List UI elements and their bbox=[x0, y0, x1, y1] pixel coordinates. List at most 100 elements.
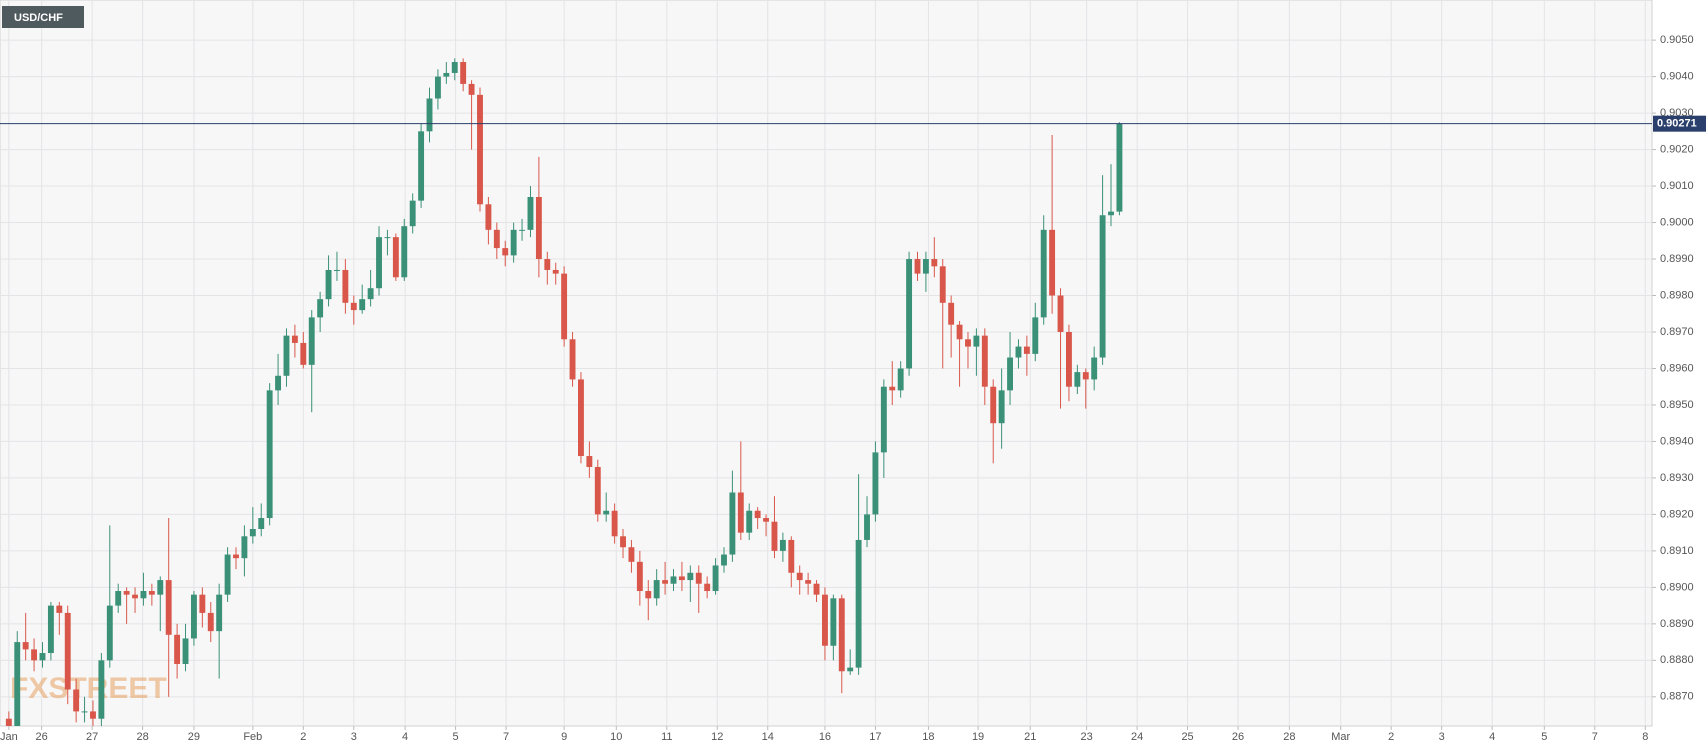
candle-body bbox=[493, 229, 500, 249]
candle-body bbox=[586, 456, 593, 467]
y-tick-label: 0.8930 bbox=[1660, 472, 1694, 484]
candle-body bbox=[561, 273, 568, 340]
candle-body bbox=[258, 518, 265, 529]
candle-body bbox=[822, 594, 828, 646]
x-tick-label: 2 bbox=[1388, 731, 1394, 743]
candle-body bbox=[317, 299, 324, 318]
candle-body bbox=[527, 197, 534, 230]
candle-body bbox=[350, 302, 357, 311]
candle-body bbox=[880, 386, 887, 453]
candle-body bbox=[81, 711, 88, 713]
candle-body bbox=[300, 342, 307, 365]
y-tick-label: 0.8970 bbox=[1660, 326, 1694, 338]
candle-body bbox=[847, 667, 854, 672]
candle-body bbox=[830, 598, 837, 646]
candle-body bbox=[426, 98, 433, 132]
y-tick-label: 0.8880 bbox=[1660, 654, 1694, 666]
candle-body bbox=[1049, 229, 1056, 296]
candle-body bbox=[889, 386, 896, 391]
candle-body bbox=[216, 594, 223, 632]
candle-body bbox=[712, 565, 719, 592]
candle-body bbox=[990, 386, 997, 424]
candle-body bbox=[973, 335, 980, 347]
y-tick-label: 0.8950 bbox=[1660, 399, 1694, 411]
x-tick-label: 14 bbox=[762, 731, 774, 743]
watermark: FXSTREET bbox=[10, 672, 167, 705]
candle-body bbox=[90, 711, 96, 719]
x-tick-label: 4 bbox=[1489, 731, 1495, 743]
candle-body bbox=[376, 237, 382, 289]
candle-body bbox=[73, 689, 80, 712]
candle-body bbox=[1099, 215, 1106, 358]
candle-body bbox=[535, 197, 542, 260]
candle-body bbox=[939, 266, 946, 303]
candle-body bbox=[485, 204, 492, 230]
x-tick-label: 7 bbox=[1592, 731, 1598, 743]
candle-body bbox=[519, 229, 526, 231]
candle-body bbox=[1108, 211, 1114, 216]
candle-body bbox=[5, 718, 12, 726]
x-tick-label: 7 bbox=[503, 731, 509, 743]
chart-title: USD/CHF bbox=[14, 12, 63, 24]
x-tick-label: 19 bbox=[972, 731, 984, 743]
candle-body bbox=[460, 62, 467, 84]
x-tick-label: 27 bbox=[86, 731, 98, 743]
candle-body bbox=[283, 335, 290, 376]
candle-body bbox=[308, 317, 315, 365]
candle-body bbox=[98, 660, 105, 719]
y-tick-label: 0.9050 bbox=[1660, 34, 1694, 46]
candle-body bbox=[645, 591, 652, 599]
x-tick-label: 3 bbox=[1439, 731, 1445, 743]
candle-body bbox=[704, 583, 711, 592]
candle-body bbox=[1116, 123, 1123, 212]
candle-body bbox=[864, 514, 870, 540]
candle-body bbox=[510, 229, 517, 256]
candle-body bbox=[384, 237, 391, 239]
candle-body bbox=[182, 638, 189, 664]
candle-body bbox=[796, 572, 803, 581]
candle-body bbox=[342, 269, 349, 303]
x-tick-label: 18 bbox=[922, 731, 934, 743]
candle-body bbox=[334, 269, 340, 271]
x-tick-label: 17 bbox=[869, 731, 881, 743]
x-tick-label: 21 bbox=[1024, 731, 1036, 743]
candle-body bbox=[392, 237, 399, 278]
x-tick-label: 25 bbox=[1181, 731, 1193, 743]
candle-body bbox=[569, 339, 576, 380]
x-tick-label: 5 bbox=[453, 731, 459, 743]
y-tick-label: 0.8940 bbox=[1660, 435, 1694, 447]
candle-body bbox=[737, 492, 744, 533]
y-tick-label: 0.9000 bbox=[1660, 216, 1694, 228]
candle-body bbox=[813, 583, 820, 595]
y-tick-label: 0.8920 bbox=[1660, 508, 1694, 520]
candle-body bbox=[603, 510, 610, 515]
candle-body bbox=[670, 576, 677, 584]
candle-body bbox=[1082, 372, 1089, 380]
candle-body bbox=[165, 580, 172, 635]
candle-body bbox=[249, 528, 256, 537]
candle-body bbox=[31, 649, 38, 661]
y-tick-label: 0.8990 bbox=[1660, 253, 1694, 265]
candle-body bbox=[157, 580, 164, 595]
candle-body bbox=[763, 518, 769, 522]
candle-body bbox=[291, 335, 298, 343]
y-tick-label: 0.9040 bbox=[1660, 71, 1694, 83]
y-tick-label: 0.8900 bbox=[1660, 581, 1694, 593]
candle-body bbox=[199, 594, 206, 613]
candle-body bbox=[805, 580, 812, 584]
candle-body bbox=[39, 653, 46, 661]
candle-body bbox=[115, 591, 122, 606]
candle-body bbox=[106, 605, 113, 661]
candle-body bbox=[611, 510, 618, 537]
candle-body bbox=[266, 390, 273, 519]
candle-body bbox=[1040, 229, 1047, 318]
candle-body bbox=[695, 572, 702, 584]
candle-body bbox=[241, 536, 248, 559]
x-tick-label: 16 bbox=[819, 731, 831, 743]
candle-body bbox=[544, 259, 551, 270]
candle-body bbox=[190, 594, 197, 639]
candle-body bbox=[998, 390, 1005, 424]
x-tick-label: 26 bbox=[36, 731, 48, 743]
candle-body bbox=[729, 492, 736, 555]
